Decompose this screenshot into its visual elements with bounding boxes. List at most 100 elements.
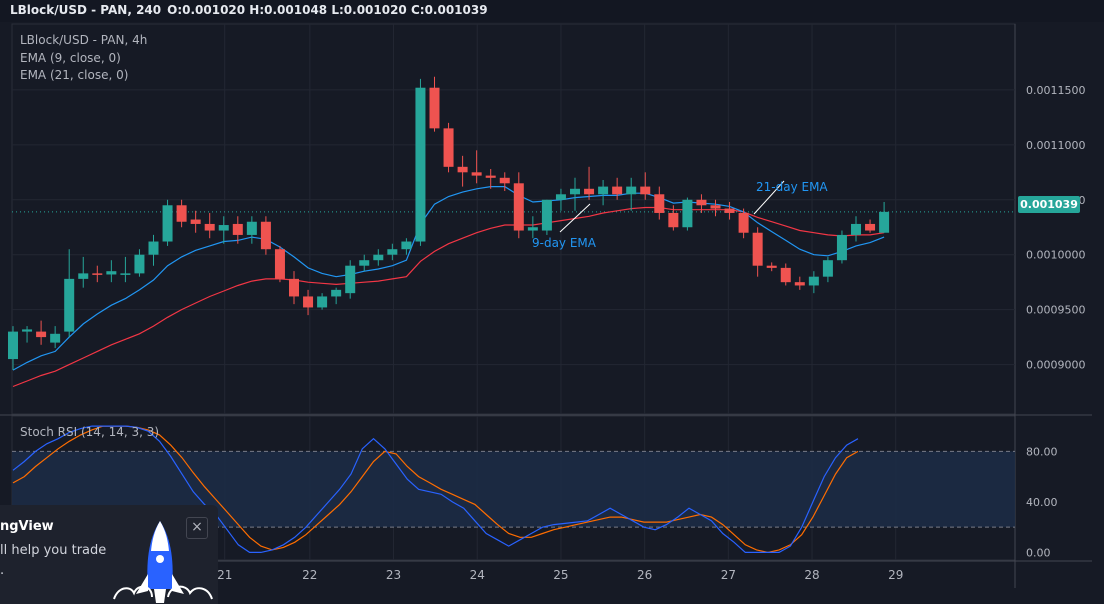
candle <box>92 265 103 283</box>
stoch-y-tick-label: 80.00 <box>1026 445 1058 458</box>
stoch-rsi-legend[interactable]: Stoch RSI (14, 14, 3, 3) <box>20 425 160 439</box>
close-button[interactable]: × <box>186 517 208 539</box>
candle-body <box>120 273 131 275</box>
candle <box>696 194 707 213</box>
candle-body <box>485 175 496 178</box>
candle <box>190 210 201 233</box>
legend-ema9[interactable]: EMA (9, close, 0) <box>20 51 121 65</box>
rocket-icon <box>113 521 213 603</box>
candle <box>471 150 482 184</box>
candle-body <box>499 177 510 184</box>
candle-body <box>780 267 791 283</box>
candle-body <box>443 128 454 167</box>
candle-body <box>64 278 75 332</box>
candle-body <box>710 205 721 209</box>
x-tick-label: 29 <box>888 568 903 582</box>
candle-body <box>865 223 876 231</box>
promo-text: ll help you trade <box>0 543 107 558</box>
candle <box>64 249 75 338</box>
candle <box>598 180 609 206</box>
candle <box>682 197 693 231</box>
candle <box>232 216 243 244</box>
candle <box>724 201 735 220</box>
candle-body <box>640 186 651 195</box>
candle <box>879 201 890 233</box>
promo-banner[interactable]: ngView ll help you trade . × <box>0 505 218 604</box>
candle-body <box>204 223 215 231</box>
candle-body <box>822 260 833 277</box>
candle-body <box>345 265 356 294</box>
promo-title: ngView <box>0 519 54 534</box>
candle <box>822 256 833 283</box>
candle-body <box>429 87 440 129</box>
stoch-y-tick-label: 0.00 <box>1026 546 1051 559</box>
candle-body <box>584 188 595 195</box>
candle <box>612 177 623 200</box>
candle <box>457 155 468 187</box>
candle <box>808 271 819 294</box>
candle <box>851 216 861 242</box>
candle <box>429 76 440 132</box>
candle <box>527 216 538 239</box>
candle-body <box>626 186 637 195</box>
candle <box>401 238 412 255</box>
candle <box>162 199 173 246</box>
candle <box>345 260 356 299</box>
candle <box>387 243 398 261</box>
candle <box>50 326 61 349</box>
chart-legend-title[interactable]: LBlock/USD - PAN, 4h <box>20 33 148 47</box>
candle <box>836 230 847 264</box>
candle-body <box>555 194 566 200</box>
candle-body <box>527 227 538 231</box>
stoch-d-line <box>12 425 859 554</box>
candle-body <box>36 331 47 338</box>
candle <box>359 254 370 272</box>
candle <box>485 169 496 189</box>
legend-ema21[interactable]: EMA (21, close, 0) <box>20 68 129 82</box>
promo-text-2: . <box>0 563 5 578</box>
candle <box>443 122 454 173</box>
stoch-k-line <box>12 425 859 554</box>
candle <box>584 166 595 200</box>
candle <box>36 320 47 345</box>
candle <box>78 256 89 288</box>
ema21-pointer <box>753 180 785 215</box>
candle <box>654 186 665 220</box>
candle <box>752 227 763 277</box>
candle-body <box>331 289 342 297</box>
candle-body <box>246 221 257 235</box>
y-tick-label: 0.0009500 <box>1026 304 1086 317</box>
ema21-line <box>12 206 885 388</box>
candle-body <box>808 276 819 286</box>
candle-body <box>696 199 707 206</box>
candle-body <box>879 211 890 233</box>
candle <box>513 172 524 239</box>
candle <box>246 216 257 244</box>
main-pane <box>11 23 1016 415</box>
candle <box>865 219 876 233</box>
symbol-label[interactable]: LBlock/USD - PAN, 240 <box>10 3 162 17</box>
x-tick-label: 28 <box>804 568 819 582</box>
candle-body <box>836 234 847 261</box>
candle <box>541 199 552 235</box>
candle <box>317 293 328 310</box>
x-tick-label: 24 <box>470 568 485 582</box>
candle-body <box>752 232 763 266</box>
candle-body <box>724 208 735 213</box>
ema9-annotation: 9-day EMA <box>532 236 597 250</box>
candle-body <box>50 333 61 343</box>
candle-body <box>176 205 187 222</box>
candle-body <box>274 249 285 279</box>
candle-body <box>317 296 328 308</box>
last-price-tag: 0.001039 <box>1018 196 1080 213</box>
candle-body <box>148 241 159 255</box>
candle-body <box>401 241 412 250</box>
x-tick-label: 21 <box>217 568 232 582</box>
candle <box>176 199 187 228</box>
candle-body <box>289 278 299 297</box>
candle <box>710 199 721 217</box>
candle-body <box>598 186 609 195</box>
candle-body <box>738 212 749 233</box>
candle <box>260 216 271 255</box>
x-tick-label: 23 <box>386 568 401 582</box>
